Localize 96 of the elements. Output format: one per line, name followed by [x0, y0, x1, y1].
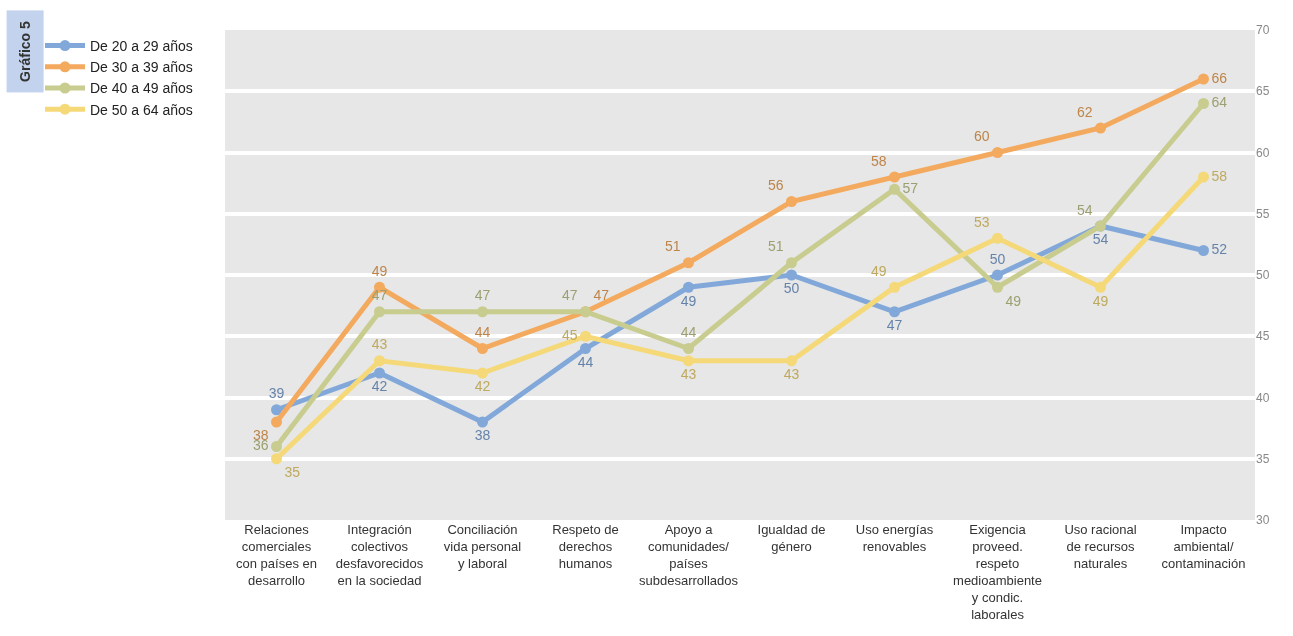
data-label: 50	[989, 250, 1006, 267]
point	[889, 171, 900, 183]
data-label: 39	[268, 385, 285, 402]
x-tick-label: Exigencia proveed. respeto medioambiente y condic. laborales	[953, 522, 1042, 622]
data-label: 50	[783, 280, 800, 297]
data-label: 47	[886, 317, 903, 334]
x-tick-label: Uso energías renovables	[855, 522, 934, 554]
y-tick-label: 65	[1256, 84, 1270, 99]
y-tick-label: 60	[1256, 145, 1270, 160]
point	[889, 306, 900, 318]
point	[477, 367, 488, 379]
y-tick-label: 50	[1256, 268, 1270, 283]
y-tick-label: 30	[1256, 513, 1270, 528]
point	[1198, 73, 1209, 85]
point	[374, 306, 385, 318]
legend-label: De 50 a 64 años	[90, 101, 193, 118]
x-tick-label: Uso racional de recursos naturales	[1064, 522, 1137, 571]
point	[1095, 122, 1106, 134]
y-tick-label: 55	[1256, 206, 1270, 221]
point	[683, 257, 694, 269]
legend-label: De 20 a 29 años	[90, 38, 193, 55]
point	[580, 330, 591, 342]
data-label: 49	[1092, 292, 1109, 309]
x-tick-label: Relaciones comerciales con países en desarrollo	[236, 522, 317, 588]
x-tick-label: Respeto de derechos humanos	[552, 522, 619, 571]
point	[786, 196, 797, 207]
point	[683, 355, 694, 367]
point	[786, 269, 797, 281]
point	[992, 147, 1003, 158]
point	[889, 281, 900, 293]
data-label: 49	[680, 292, 697, 309]
data-label: 47	[593, 287, 610, 304]
point	[1198, 171, 1209, 183]
data-label: 66	[1211, 69, 1228, 86]
x-tick-label: Apoyo a comunidades/ países subdesarrollados	[638, 522, 739, 588]
data-label: 42	[474, 378, 491, 395]
data-label: 62	[1077, 103, 1093, 120]
point	[271, 416, 282, 428]
y-tick-label: 35	[1256, 451, 1270, 466]
data-label: 54	[1077, 201, 1093, 218]
point	[374, 367, 385, 379]
data-label: 43	[680, 366, 697, 383]
data-label: 64	[1211, 94, 1228, 110]
data-label: 49	[871, 262, 887, 279]
point	[1198, 98, 1209, 109]
point	[992, 281, 1003, 293]
point	[992, 269, 1003, 281]
data-label: 54	[1092, 231, 1109, 248]
point	[477, 416, 488, 428]
data-label: 47	[474, 287, 491, 304]
data-label: 58	[871, 152, 887, 169]
point	[271, 453, 282, 465]
data-label: 49	[1005, 292, 1022, 309]
point	[992, 232, 1003, 244]
data-label: 43	[783, 366, 800, 383]
point	[271, 404, 282, 416]
data-label: 49	[371, 262, 388, 279]
point	[1095, 281, 1106, 293]
data-label: 58	[1211, 167, 1228, 184]
data-label: 56	[768, 177, 784, 194]
data-label: 51	[665, 238, 681, 255]
point	[1198, 245, 1209, 256]
y-tick-label: 40	[1256, 390, 1270, 405]
data-label: 51	[768, 238, 784, 255]
x-tick-label: Conciliación vida personal y laboral	[443, 522, 522, 571]
point	[683, 281, 694, 293]
data-label: 57	[902, 179, 919, 196]
legend-label: De 40 a 49 años	[90, 80, 193, 97]
data-label: 38	[474, 427, 491, 444]
point	[683, 343, 694, 354]
data-label: 35	[284, 464, 301, 481]
x-tick-label: Impacto ambiental/ contaminación	[1161, 522, 1246, 571]
data-label: 45	[562, 326, 578, 343]
point	[477, 343, 488, 354]
y-tick-label: 45	[1256, 329, 1270, 344]
data-label: 44	[680, 324, 697, 341]
data-label: 44	[474, 324, 491, 341]
data-label: 44	[577, 353, 594, 370]
data-label: 47	[562, 287, 578, 304]
point	[786, 257, 797, 269]
point	[580, 343, 591, 354]
data-label: 42	[371, 378, 388, 395]
x-tick-label: Integración colectivos desfavorecidos en la sociedad	[335, 522, 424, 588]
point	[786, 355, 797, 367]
data-label: 53	[974, 213, 990, 230]
point	[374, 355, 385, 367]
y-tick-label: 70	[1256, 23, 1270, 38]
text: Gráfico 5	[17, 21, 34, 82]
data-label: 43	[371, 336, 388, 353]
point	[477, 306, 488, 318]
legend-label: De 30 a 39 años	[90, 59, 193, 76]
x-tick-label: Igualdad de género	[757, 522, 826, 554]
point	[271, 441, 282, 452]
point	[889, 183, 900, 195]
data-label: 60	[974, 128, 990, 145]
data-label: 52	[1211, 241, 1228, 257]
